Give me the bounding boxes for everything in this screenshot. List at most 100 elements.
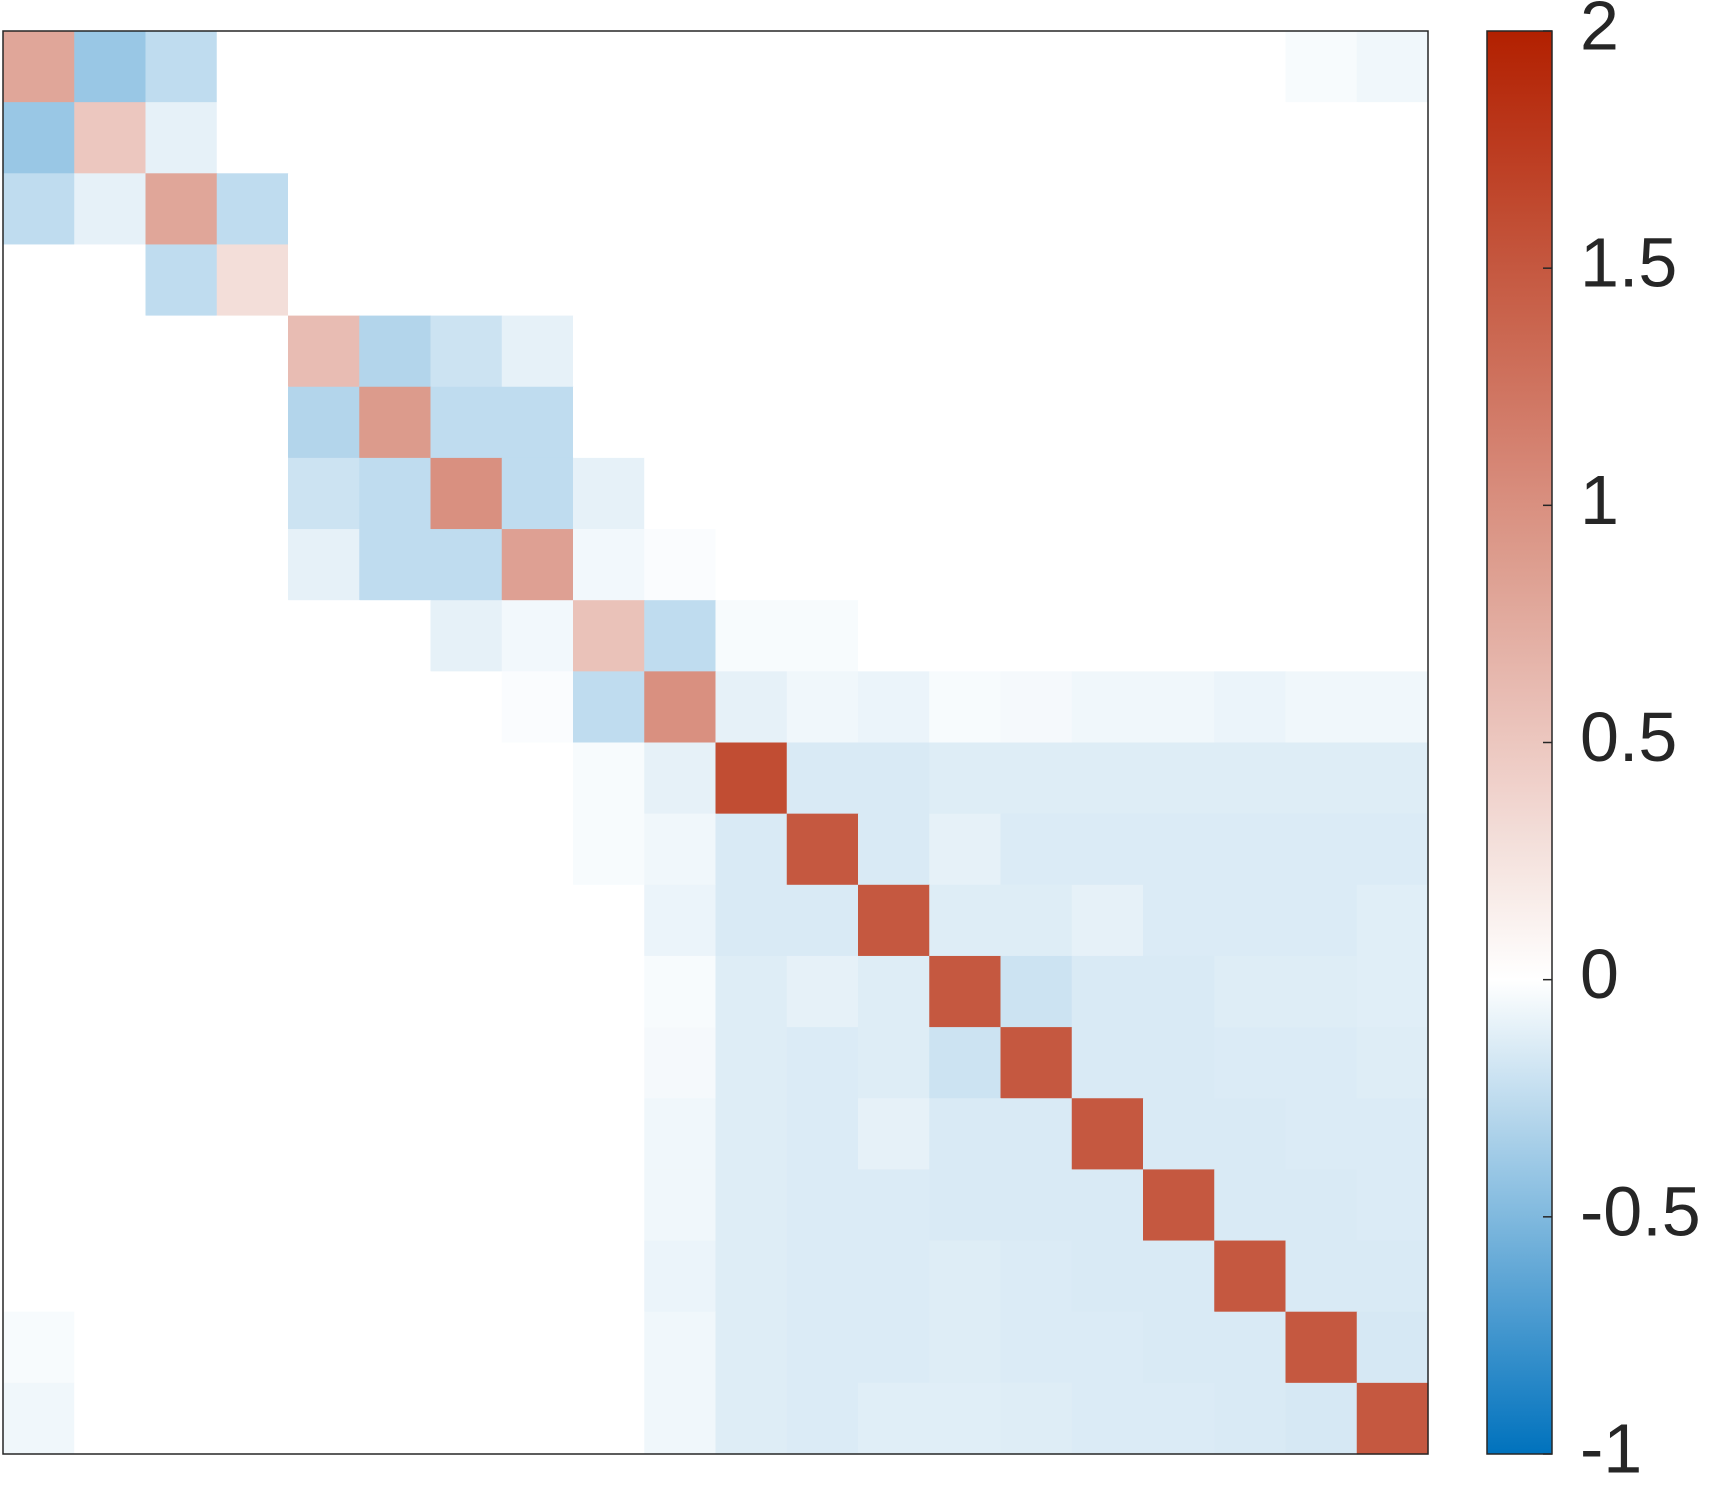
cell — [1071, 31, 1144, 103]
colorbar-tick-label: -0.5 — [1580, 1172, 1701, 1250]
cell — [786, 386, 859, 459]
cell — [929, 1382, 1002, 1455]
cell — [858, 1169, 930, 1242]
cell — [786, 31, 859, 103]
cell — [359, 31, 432, 103]
cell — [644, 173, 717, 246]
cell — [216, 102, 289, 174]
cell — [786, 457, 859, 530]
cell — [644, 1240, 717, 1313]
cell — [501, 955, 574, 1028]
cell — [216, 955, 289, 1028]
cell — [644, 244, 717, 317]
cell — [501, 315, 574, 388]
cell — [1214, 955, 1287, 1028]
cell — [1356, 600, 1429, 672]
cell — [715, 1240, 788, 1313]
cell — [929, 955, 1002, 1028]
cell — [3, 244, 75, 317]
cell — [1285, 31, 1358, 103]
cell — [3, 600, 75, 672]
cell — [145, 1240, 218, 1313]
cell — [288, 1098, 360, 1170]
cell — [3, 1027, 75, 1099]
cell — [430, 1311, 503, 1384]
cell — [1214, 742, 1287, 815]
cell — [216, 600, 289, 672]
cell — [430, 1027, 503, 1099]
cell — [858, 884, 930, 957]
cell — [430, 1382, 503, 1455]
cell — [1000, 457, 1073, 530]
cell — [74, 457, 147, 530]
cell — [288, 315, 360, 388]
cell — [1000, 884, 1073, 957]
cell — [573, 1098, 645, 1170]
cell — [359, 813, 432, 886]
cell — [288, 671, 360, 744]
cell — [1071, 529, 1144, 601]
cell — [1000, 1098, 1073, 1170]
cell — [74, 1382, 147, 1455]
cell — [145, 529, 218, 601]
cell — [430, 955, 503, 1028]
cell — [359, 529, 432, 601]
cell — [786, 102, 859, 174]
cell — [359, 1169, 432, 1242]
cell — [216, 671, 289, 744]
cell — [501, 671, 574, 744]
cell — [216, 742, 289, 815]
cell — [1214, 529, 1287, 601]
cell — [359, 102, 432, 174]
cell — [1285, 813, 1358, 886]
cell — [644, 955, 717, 1028]
cell — [644, 102, 717, 174]
cell — [288, 102, 360, 174]
cell — [715, 600, 788, 672]
cell — [145, 671, 218, 744]
cell — [1143, 600, 1215, 672]
cell — [1285, 315, 1358, 388]
cell — [1214, 1382, 1287, 1455]
cell — [1071, 386, 1144, 459]
cell — [715, 1098, 788, 1170]
cell — [501, 529, 574, 601]
cell — [145, 1027, 218, 1099]
cell — [929, 529, 1002, 601]
cell — [1143, 31, 1215, 103]
cell — [1143, 955, 1215, 1028]
cell — [1356, 386, 1429, 459]
cell — [216, 529, 289, 601]
cell — [1285, 386, 1358, 459]
cell — [216, 1240, 289, 1313]
cell — [430, 742, 503, 815]
cell — [430, 173, 503, 246]
cell — [430, 671, 503, 744]
cell — [74, 529, 147, 601]
cell — [1000, 315, 1073, 388]
cell — [3, 386, 75, 459]
cell — [1285, 1169, 1358, 1242]
cell — [288, 1027, 360, 1099]
plot-frame — [2, 30, 1429, 1455]
cell — [1214, 813, 1287, 886]
cell — [929, 1240, 1002, 1313]
cell — [1285, 1311, 1358, 1384]
cell — [501, 1169, 574, 1242]
cell — [858, 31, 930, 103]
cell — [858, 1240, 930, 1313]
cell — [786, 1027, 859, 1099]
cell — [573, 884, 645, 957]
cell — [145, 386, 218, 459]
cell — [1356, 1027, 1429, 1099]
cell — [74, 315, 147, 388]
cell — [430, 600, 503, 672]
cell — [288, 31, 360, 103]
cell — [359, 1240, 432, 1313]
cell — [1071, 1382, 1144, 1455]
cell — [1143, 315, 1215, 388]
cell — [1285, 600, 1358, 672]
cell — [644, 884, 717, 957]
cell — [1000, 742, 1073, 815]
cell — [1285, 102, 1358, 174]
